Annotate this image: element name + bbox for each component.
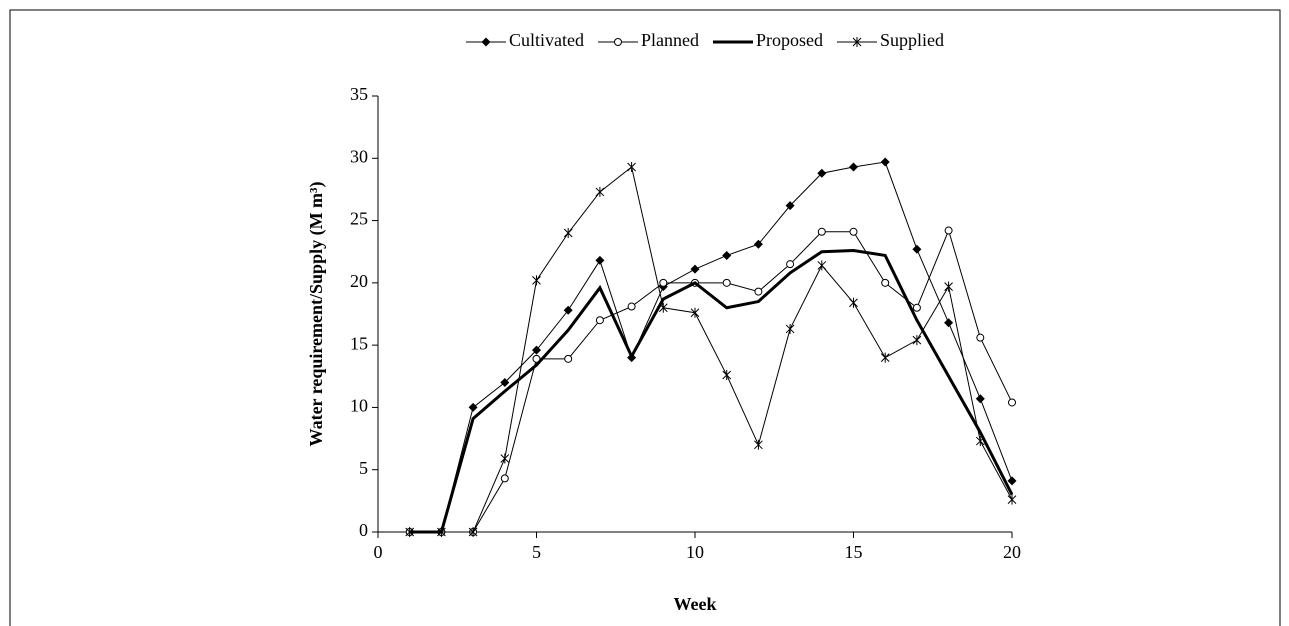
legend-marker [852, 37, 862, 47]
marker [627, 162, 636, 173]
marker [817, 260, 827, 271]
marker [437, 527, 446, 537]
marker [881, 278, 890, 287]
x-tick-label: 5 [532, 542, 541, 562]
marker [595, 316, 604, 325]
marker [754, 287, 763, 296]
marker [532, 275, 541, 286]
y-axis-label: Water requirement/Supply (M m³) [306, 182, 327, 447]
marker [405, 527, 415, 537]
y-tick-label: 10 [350, 396, 368, 416]
marker [975, 394, 985, 404]
marker [563, 228, 573, 239]
marker [944, 281, 953, 292]
marker [500, 474, 509, 483]
marker [1007, 494, 1017, 505]
series-line [409, 161, 1013, 533]
legend-marker [481, 37, 491, 47]
marker [468, 402, 478, 412]
y-tick-label: 5 [359, 458, 368, 478]
marker [912, 303, 921, 312]
x-tick-label: 0 [374, 542, 383, 562]
y-tick-label: 25 [350, 209, 368, 229]
marker [754, 439, 763, 450]
y-tick-label: 0 [359, 520, 368, 540]
marker [817, 168, 827, 178]
series-line [409, 229, 1013, 533]
marker [722, 250, 732, 260]
marker [532, 354, 541, 363]
marker [786, 260, 795, 269]
marker [722, 278, 731, 287]
marker [564, 354, 573, 363]
legend-marker [613, 38, 622, 46]
marker [722, 370, 732, 381]
marker [690, 264, 700, 274]
legend-label: Planned [641, 30, 699, 50]
marker [595, 186, 605, 197]
x-tick-label: 15 [845, 542, 863, 562]
marker [849, 227, 858, 236]
marker [976, 333, 985, 342]
legend-label: Supplied [880, 30, 944, 50]
marker [944, 318, 954, 328]
y-tick-label: 15 [350, 333, 368, 353]
series-line [409, 166, 1013, 533]
marker [563, 305, 573, 315]
marker [944, 226, 953, 235]
marker [785, 323, 795, 334]
series-line [409, 248, 1014, 534]
marker [500, 378, 510, 388]
legend-label: Proposed [756, 30, 823, 50]
y-tick-label: 35 [350, 84, 368, 104]
marker [690, 307, 700, 318]
marker [468, 527, 478, 537]
y-tick-label: 30 [350, 146, 368, 166]
marker [658, 302, 668, 313]
frame [9, 9, 1281, 626]
marker [595, 255, 605, 265]
marker [880, 157, 890, 167]
marker [1007, 476, 1017, 486]
marker [849, 162, 858, 172]
marker [753, 239, 763, 249]
x-tick-label: 10 [686, 542, 704, 562]
x-axis-label: Week [674, 594, 717, 614]
marker [817, 227, 826, 236]
x-tick-label: 20 [1003, 542, 1021, 562]
marker [1008, 398, 1016, 407]
marker [849, 297, 858, 308]
marker [659, 278, 668, 287]
legend: Cultivated Planned Proposed Supplied [465, 30, 944, 50]
marker [627, 302, 636, 311]
marker [912, 244, 922, 254]
marker [532, 345, 541, 355]
legend-label: Cultivated [509, 30, 584, 50]
marker [785, 201, 795, 211]
marker [975, 436, 985, 447]
marker [500, 453, 510, 464]
marker [912, 335, 922, 346]
y-tick-label: 20 [350, 271, 368, 291]
marker [880, 352, 890, 363]
